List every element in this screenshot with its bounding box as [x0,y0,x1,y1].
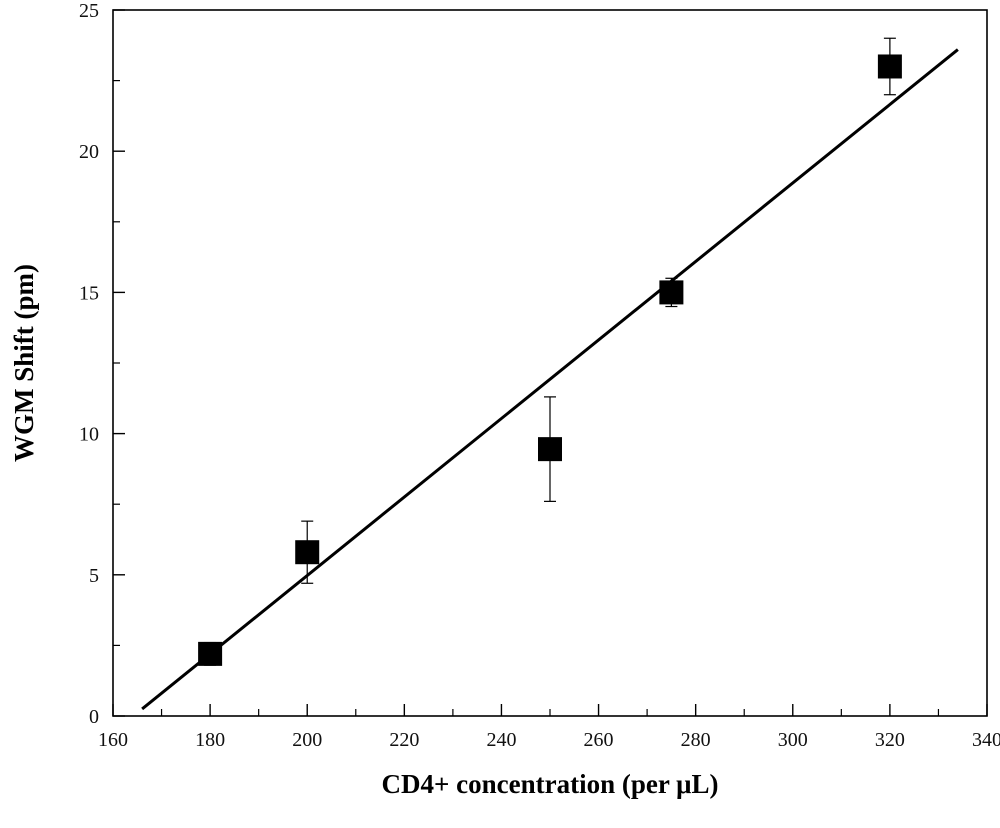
y-tick-label: 20 [79,141,99,163]
x-axis-title: CD4+ concentration (per μL) [382,769,719,799]
data-point [538,437,562,462]
x-tick-label: 160 [98,729,128,751]
y-tick-label: 15 [79,282,99,304]
x-tick-label: 220 [389,729,419,751]
y-tick-label: 25 [79,0,99,22]
data-point [295,540,320,565]
y-axis-title: WGM Shift (pm) [9,264,39,462]
y-tick-label: 5 [89,565,99,587]
x-tick-label: 240 [486,729,516,751]
fit-line [141,48,959,711]
y-axis-ticks [113,9,125,717]
y-tick-label: 0 [89,706,99,728]
x-tick-label: 280 [681,729,711,751]
x-tick-label: 300 [778,729,808,751]
error-bars [204,37,896,666]
x-tick-label: 320 [875,729,905,751]
data-point [877,54,902,79]
x-tick-label: 340 [972,729,1000,751]
y-axis-tick-labels: 0 5 10 15 20 25 [79,0,99,728]
plot-frame [112,9,988,717]
x-axis-tick-labels: 160 180 200 220 240 260 280 300 320 340 [98,729,1000,751]
plot-area-border [112,9,988,717]
x-axis-ticks [112,704,988,716]
x-tick-label: 260 [584,729,614,751]
data-point [198,641,223,666]
data-point [659,280,684,305]
y-tick-label: 10 [79,424,99,446]
fit-line-group [141,48,959,711]
x-tick-label: 200 [292,729,322,751]
x-tick-label: 180 [195,729,225,751]
data-points [198,54,902,666]
